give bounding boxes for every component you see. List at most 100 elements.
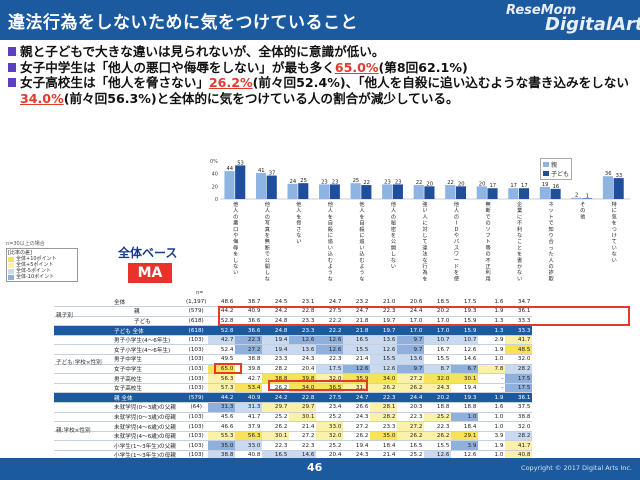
bar-child — [392, 184, 403, 199]
table-cell: 31.3 — [208, 402, 236, 413]
row-label: 親 全体 — [54, 392, 184, 404]
ratio-item: 全体-10ポイント — [8, 274, 76, 280]
table-cell: 12.6 — [343, 364, 371, 375]
table-cell: 33.0 — [316, 421, 344, 432]
table-cell: 20.2 — [424, 306, 452, 317]
row-n: (103) — [184, 383, 209, 394]
bar-child — [613, 178, 624, 199]
table-cell: 15.5 — [370, 354, 398, 365]
table-cell: 42.7 — [208, 335, 236, 346]
table-cell: 38.8 — [235, 354, 263, 365]
table-cell: 3.9 — [451, 440, 479, 451]
table-cell: 17.5 — [316, 364, 344, 375]
table-cell: 29.1 — [451, 431, 479, 442]
bullet-text: (前々回56.3%)と全体的に気をつけている人の割合が減少している。 — [63, 90, 459, 106]
bar-parent — [224, 171, 235, 199]
table-cell: 20.3 — [397, 402, 425, 413]
table-row: 全体 (1,197) 48.6 38.7 24.5 23.1 24.7 23.2 21.0 20.… — [54, 297, 533, 308]
table-cell: 32.0 — [316, 373, 344, 384]
category-label: その他 — [580, 201, 585, 220]
table-cell: 32.0 — [424, 373, 452, 384]
table-cell: 16.5 — [343, 335, 371, 346]
table-row: 小学生(1〜3年生)の父親 (103) 35.0 33.0 22.3 22.3 25.2 19… — [54, 440, 533, 451]
table-cell: 1.0 — [478, 412, 506, 423]
table-cell: 31.1 — [343, 383, 371, 394]
table-cell: 9.7 — [397, 344, 425, 356]
table-cell: 17.0 — [397, 325, 425, 336]
category-label: 他人の悪口や侮辱をしない — [233, 200, 238, 276]
table-cell: 24.4 — [397, 392, 425, 404]
table-cell: 30.1 — [451, 373, 479, 384]
table-cell: 56.3 — [208, 373, 236, 384]
row-n: (103) — [184, 440, 209, 451]
legend-swatch — [543, 171, 549, 176]
table-cell: 22.2 — [316, 325, 344, 336]
table-cell: 32.0 — [316, 431, 344, 442]
row-label: 全体 — [54, 297, 184, 308]
table-cell: 23.3 — [262, 354, 290, 365]
bar-parent — [476, 186, 487, 199]
table-cell: 24.7 — [343, 306, 371, 317]
table-cell: 16.7 — [424, 344, 452, 356]
ratio-item: 全体+5ポイント — [8, 262, 76, 268]
row-n: (103) — [184, 335, 209, 346]
table-cell: 1.6 — [478, 402, 506, 413]
table-cell: 1.9 — [478, 392, 506, 404]
bar-parent — [413, 185, 424, 199]
table-row: 親 全体 (579) 44.2 40.9 24.2 22.8 27.5 24.7 22.3 24.… — [54, 392, 533, 404]
bar-parent — [319, 184, 330, 199]
table-cell: 46.6 — [208, 421, 236, 432]
ratio-swatch — [8, 262, 14, 268]
ratio-legend: [比率の差] 全体+10ポイント 全体+5ポイント 全体-5ポイント 全体-10ポイン… — [6, 248, 78, 282]
n-column-label: n= — [196, 290, 204, 296]
bar-parent — [255, 173, 267, 199]
table-cell: 17.5 — [505, 383, 533, 394]
table-cell: 26.2 — [370, 383, 398, 394]
bar-child — [455, 186, 467, 199]
table-cell: 13.6 — [289, 344, 317, 356]
row-n: (103) — [184, 421, 209, 432]
bar-parent — [602, 176, 613, 199]
table-cell: 9.7 — [397, 335, 425, 346]
table-cell: 22.3 — [316, 354, 344, 365]
table-cell: 19.4 — [262, 335, 290, 346]
bar-parent — [445, 185, 456, 199]
table-cell: 37.9 — [235, 421, 263, 432]
table-cell: 53.4 — [235, 383, 263, 394]
row-n: (103) — [184, 344, 209, 356]
table-cell: 24.3 — [424, 383, 452, 394]
table-row: 男子高校生 (103) 56.3 42.7 38.8 39.8 32.0 35.9 34.0 27… — [54, 373, 533, 384]
table-cell: 10.7 — [451, 335, 479, 346]
row-label: 女子小学生(4〜6年生) — [54, 344, 184, 356]
table-cell: 24.3 — [343, 412, 371, 423]
table-cell: 17.0 — [424, 325, 452, 336]
table-cell: 19.4 — [343, 440, 371, 451]
bar-child — [298, 183, 309, 199]
table-cell: 22.3 — [370, 306, 398, 317]
table-cell: 12.6 — [451, 344, 479, 356]
table-cell: 24.4 — [397, 306, 425, 317]
table-cell: 22.8 — [289, 392, 317, 404]
table-cell: 33.3 — [505, 325, 533, 336]
table-cell: - — [478, 383, 506, 394]
table-cell: 18.4 — [451, 421, 479, 432]
table-cell: 1.3 — [478, 325, 506, 336]
highlight-percent: 65.0% — [334, 59, 379, 75]
table-cell: 37.5 — [505, 402, 533, 413]
highlight-percent: 34.0% — [20, 90, 64, 106]
ratio-title: [比率の差] — [8, 250, 32, 256]
highlight-box-parent-child — [218, 306, 630, 326]
bar-value-label: 33 — [616, 173, 623, 179]
table-cell: 18.8 — [424, 402, 452, 413]
table-cell: 21.4 — [343, 354, 371, 365]
table-cell: 22.3 — [424, 421, 452, 432]
category-label: 他人の I D やパスワードを使 — [454, 200, 460, 282]
table-cell: 1.0 — [451, 412, 479, 423]
table-cell: 36.5 — [316, 383, 344, 394]
bar-value-label: 16 — [553, 184, 560, 190]
y-tick-label: 0 — [215, 197, 218, 203]
row-n: (103) — [184, 373, 209, 384]
bar-parent — [539, 186, 550, 199]
table-cell: 25.2 — [262, 412, 290, 423]
